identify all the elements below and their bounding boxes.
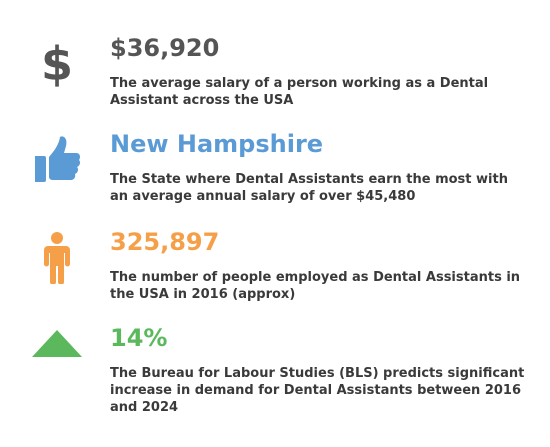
stat-description: The number of people employed as Dental … — [110, 270, 521, 302]
stat-description: The Bureau for Labour Studies (BLS) pred… — [110, 366, 525, 415]
dollar-icon: $ — [40, 37, 73, 91]
stat-description: The State where Dental Assistants earn t… — [110, 172, 508, 204]
thumbs-up-icon — [28, 134, 86, 184]
person-icon — [28, 232, 86, 284]
stat-headline: 14% — [110, 324, 168, 352]
triangle-up-icon — [28, 328, 86, 358]
stat-headline: $36,920 — [110, 34, 220, 62]
stat-headline: 325,897 — [110, 228, 220, 256]
stat-description: The average salary of a person working a… — [110, 76, 489, 108]
stat-headline: New Hampshire — [110, 130, 324, 158]
